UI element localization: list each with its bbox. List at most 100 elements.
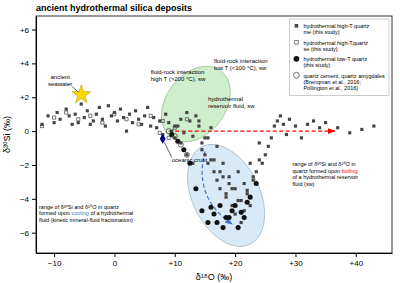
- scatter-point: [231, 187, 234, 190]
- scatter-point: [258, 158, 261, 161]
- scatter-point: [46, 114, 49, 117]
- x-tick-mark: [175, 253, 176, 257]
- x-tick-label: +30: [289, 259, 303, 268]
- scatter-point: [71, 123, 74, 126]
- scatter-point: [279, 114, 282, 117]
- scatter-point: [181, 147, 186, 152]
- scatter-point: [65, 108, 68, 111]
- scatter-point: [282, 123, 285, 126]
- scatter-point: [214, 220, 219, 225]
- scatter-point: [203, 136, 206, 139]
- y-tick-label: 0: [25, 127, 30, 136]
- scatter-point: [65, 111, 68, 114]
- y-tick: −2: [20, 161, 36, 170]
- x-tick-label: 0: [113, 259, 118, 268]
- scatter-point: [240, 221, 243, 224]
- legend-label-line: Pollington et al., 2016): [303, 86, 358, 92]
- scatter-point: [221, 162, 224, 165]
- scatter-point: [234, 187, 237, 190]
- y-tick: 0: [25, 127, 36, 136]
- annotation-segment: quartz formed upon: [292, 168, 341, 174]
- title: ancient hydrothermal silica deposits: [36, 3, 192, 13]
- x-tick-mark: [54, 253, 55, 257]
- y-tick-mark: [32, 63, 36, 64]
- scatter-point: [336, 126, 339, 129]
- scatter-point: [208, 205, 213, 210]
- legend-label-line: hydrothermal low-T quartz: [303, 56, 367, 62]
- annotation-line: high T (>200 °C), sw: [151, 76, 206, 82]
- y-tick-mark: [32, 165, 36, 166]
- scatter-point: [83, 116, 86, 119]
- scatter-point: [211, 212, 216, 217]
- annotation-line: fluid-rock interaction: [214, 58, 268, 64]
- scatter-point: [146, 106, 149, 109]
- y-tick: +4: [20, 59, 36, 68]
- legend-label-line: se (this study): [303, 46, 337, 52]
- scatter-point: [258, 141, 261, 144]
- legend-background: [290, 19, 389, 96]
- scatter-point: [98, 106, 101, 109]
- series-2: [169, 132, 259, 230]
- scatter-point: [119, 108, 122, 111]
- y-tick: +6: [20, 26, 36, 35]
- x-tick-mark: [295, 253, 296, 257]
- x-tick: +30: [289, 253, 303, 268]
- scatter-point: [237, 170, 240, 173]
- scatter-point: [252, 175, 255, 178]
- scatter-point: [228, 175, 231, 178]
- scatter-point: [215, 145, 218, 148]
- legend-items: hydrothermal high-T quartzme (this study…: [294, 23, 385, 92]
- scatter-point: [228, 182, 231, 185]
- x-tick: +10: [168, 253, 182, 268]
- scatter-point: [89, 114, 92, 117]
- scatter-point: [212, 158, 215, 161]
- annotation-line: range of δ³⁰Si and δ¹⁸O in quartz: [39, 204, 119, 210]
- scatter-point: [89, 123, 92, 126]
- scatter-point: [149, 124, 152, 127]
- legend-label-line: hydrothermal high-T quartz: [303, 23, 369, 29]
- y-tick-label: −4: [20, 195, 30, 204]
- scatter-point: [53, 116, 56, 119]
- annotation-segment: fluid (sw): [292, 181, 314, 187]
- scatter-point: [107, 104, 110, 107]
- trend-arrow: [169, 131, 335, 132]
- y-axis-title: δ³⁰Si (‰): [2, 116, 12, 153]
- scatter-point: [221, 225, 226, 230]
- scatter-point: [212, 170, 215, 173]
- legend-label-line: hydrothermal high-Tquartz: [303, 40, 368, 46]
- scatter-point: [134, 109, 137, 112]
- x-tick-label: +40: [350, 259, 364, 268]
- y-tick-mark: [32, 97, 36, 98]
- scatter-point: [125, 130, 128, 133]
- scatter-point: [234, 212, 237, 215]
- legend-label-line: (this study): [303, 63, 330, 69]
- scatter-point: [249, 204, 252, 207]
- scatter-point: [203, 153, 206, 156]
- scatter-point: [252, 179, 255, 182]
- y-tick: −4: [20, 195, 36, 204]
- annotation-segment: formed upon: [39, 210, 71, 216]
- chart-svg: −100+10+20+30+40−6−4−20+2+4+6ancientseaw…: [0, 0, 400, 283]
- annotation: ancientseawater: [48, 74, 72, 87]
- x-tick: +20: [229, 253, 243, 268]
- y-tick-mark: [32, 199, 36, 200]
- scatter-point: [131, 121, 134, 124]
- scatter-point: [285, 133, 288, 136]
- scatter-point: [372, 124, 375, 127]
- scatter-point: [233, 203, 238, 208]
- scatter-point: [246, 192, 249, 195]
- annotation-segment: boiling: [342, 168, 358, 174]
- scatter-point: [166, 129, 171, 134]
- scatter-point: [53, 121, 56, 124]
- scatter-point: [193, 186, 198, 191]
- y-tick-mark: [32, 131, 36, 132]
- scatter-point: [59, 118, 62, 121]
- scatter-point: [167, 136, 170, 139]
- annotation-segment: fluid (kinetic mineral-fluid fractionati…: [39, 217, 133, 223]
- scatter-point: [161, 119, 164, 122]
- scatter-point: [261, 162, 264, 165]
- scatter-point: [221, 175, 224, 178]
- scatter-point: [143, 114, 146, 117]
- legend-label-line: (Brenqman et al., 2016;: [303, 79, 361, 85]
- y-tick-label: −6: [20, 229, 30, 238]
